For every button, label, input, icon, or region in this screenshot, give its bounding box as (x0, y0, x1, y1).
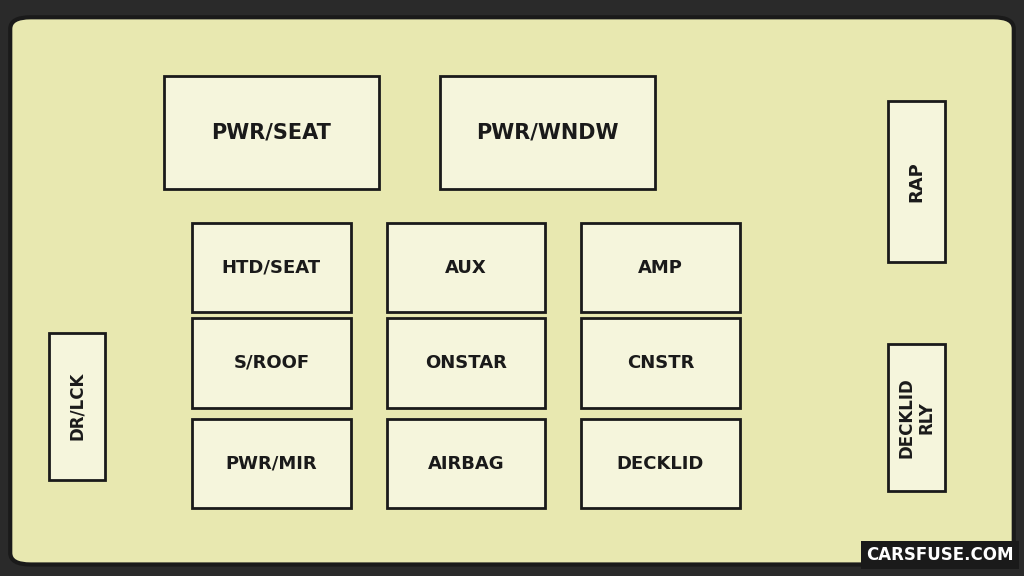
FancyBboxPatch shape (193, 223, 350, 312)
FancyBboxPatch shape (10, 17, 1014, 564)
Text: RAP: RAP (907, 161, 926, 202)
Text: S/ROOF: S/ROOF (233, 354, 309, 372)
FancyBboxPatch shape (889, 101, 945, 262)
FancyBboxPatch shape (164, 77, 379, 189)
FancyBboxPatch shape (49, 333, 105, 479)
FancyBboxPatch shape (387, 223, 545, 312)
FancyBboxPatch shape (193, 419, 350, 508)
FancyBboxPatch shape (889, 344, 945, 491)
Text: PWR/MIR: PWR/MIR (225, 454, 317, 473)
FancyBboxPatch shape (582, 223, 739, 312)
Text: PWR/WNDW: PWR/WNDW (476, 123, 620, 142)
Text: ONSTAR: ONSTAR (425, 354, 507, 372)
Text: AIRBAG: AIRBAG (428, 454, 504, 473)
FancyBboxPatch shape (582, 318, 739, 408)
Text: DECKLID: DECKLID (616, 454, 705, 473)
Text: CARSFUSE.COM: CARSFUSE.COM (866, 547, 1014, 564)
Text: AMP: AMP (638, 259, 683, 277)
FancyBboxPatch shape (582, 419, 739, 508)
FancyBboxPatch shape (387, 318, 545, 408)
Text: DECKLID
RLY: DECKLID RLY (897, 377, 936, 458)
Text: DR/LCK: DR/LCK (68, 372, 86, 440)
Text: HTD/SEAT: HTD/SEAT (222, 259, 321, 277)
Text: PWR/SEAT: PWR/SEAT (211, 123, 332, 142)
Text: AUX: AUX (445, 259, 486, 277)
FancyBboxPatch shape (387, 419, 545, 508)
FancyBboxPatch shape (193, 318, 350, 408)
FancyBboxPatch shape (440, 77, 655, 189)
Text: CNSTR: CNSTR (627, 354, 694, 372)
